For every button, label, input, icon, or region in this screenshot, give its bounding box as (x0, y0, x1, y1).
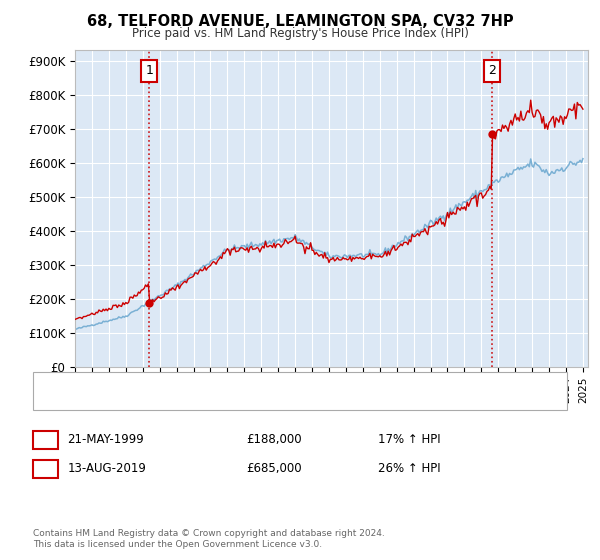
Text: 1: 1 (145, 64, 153, 77)
Text: HPI: Average price, detached house, Warwick: HPI: Average price, detached house, Warw… (72, 395, 308, 405)
Text: 1: 1 (41, 433, 50, 446)
Text: Price paid vs. HM Land Registry's House Price Index (HPI): Price paid vs. HM Land Registry's House … (131, 27, 469, 40)
Text: Contains HM Land Registry data © Crown copyright and database right 2024.
This d: Contains HM Land Registry data © Crown c… (33, 529, 385, 549)
Text: £685,000: £685,000 (246, 462, 302, 475)
Text: 68, TELFORD AVENUE, LEAMINGTON SPA, CV32 7HP: 68, TELFORD AVENUE, LEAMINGTON SPA, CV32… (86, 14, 514, 29)
Text: 13-AUG-2019: 13-AUG-2019 (67, 462, 146, 475)
Text: 17% ↑ HPI: 17% ↑ HPI (378, 433, 440, 446)
Text: 2: 2 (488, 64, 496, 77)
Text: £188,000: £188,000 (246, 433, 302, 446)
Text: 21-MAY-1999: 21-MAY-1999 (67, 433, 144, 446)
Text: 68, TELFORD AVENUE, LEAMINGTON SPA, CV32 7HP (detached house): 68, TELFORD AVENUE, LEAMINGTON SPA, CV32… (72, 377, 436, 388)
Text: 2: 2 (41, 462, 50, 475)
Text: 26% ↑ HPI: 26% ↑ HPI (378, 462, 440, 475)
